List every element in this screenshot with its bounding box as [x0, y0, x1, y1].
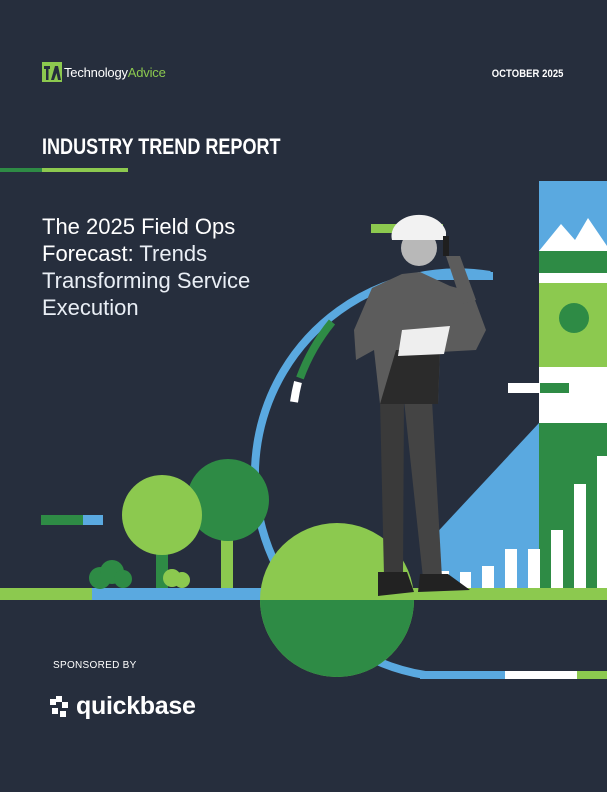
sun-icon: [559, 303, 589, 333]
sponsored-by-label: SPONSORED BY: [53, 660, 137, 671]
mountain-icon: [539, 218, 607, 251]
report-type-heading: INDUSTRY TREND REPORT: [42, 134, 281, 159]
technologyadvice-logo: TechnologyAdvice: [42, 62, 166, 82]
blue-triangle: [420, 423, 539, 588]
quickbase-logo-icon: [50, 695, 68, 717]
arc-white-segment: [290, 381, 302, 403]
heading-rule-dark: [0, 168, 42, 172]
cover-title-strong: The 2025 Field Ops Forecast:: [42, 214, 236, 266]
report-date: OCTOBER 2025: [492, 68, 564, 80]
trees-illustration: [89, 459, 269, 589]
ta-monogram-icon: [42, 62, 62, 82]
cover-title: The 2025 Field Ops Forecast: Trends Tran…: [42, 213, 302, 321]
growth-bars: [440, 456, 607, 588]
quickbase-wordmark: quickbase: [76, 692, 196, 720]
field-worker-figure: [354, 214, 486, 596]
logo-text-technology: Technology: [64, 64, 128, 80]
cover-title-light: Trends Transforming Service Execution: [42, 241, 251, 320]
logo-text-advice: Advice: [127, 64, 166, 80]
quickbase-logo: quickbase: [50, 692, 196, 721]
arc-green-segment: [296, 319, 336, 380]
heading-rule-light: [42, 168, 128, 172]
